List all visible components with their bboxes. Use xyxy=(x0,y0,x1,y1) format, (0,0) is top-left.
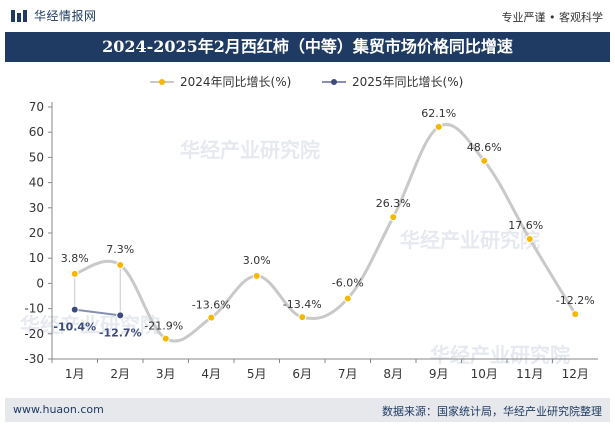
y-tick-label: 10 xyxy=(29,251,44,265)
y-tick-label: 30 xyxy=(29,201,44,215)
footer-website[interactable]: www.huaon.com xyxy=(13,403,104,416)
x-tick-label: 9月 xyxy=(429,367,449,381)
series-2024-point xyxy=(434,122,443,131)
legend-2025-label: 2025年同比增长(%) xyxy=(352,75,463,89)
series-2024-data-label: -21.9% xyxy=(144,320,183,333)
series-2024-data-label: -6.0% xyxy=(332,277,364,290)
legend-2025-marker xyxy=(331,79,337,85)
top-bar: 华经情报网 专业严谨 • 客观科学 xyxy=(0,0,615,32)
series-2024-point xyxy=(70,269,79,278)
series-2024-point xyxy=(207,313,216,322)
series-2024-data-label: 26.3% xyxy=(376,197,411,210)
y-tick-label: 40 xyxy=(29,176,44,190)
x-tick-label: 1月 xyxy=(65,367,85,381)
series-2025-point xyxy=(70,305,79,314)
tagline: 专业严谨 • 客观科学 xyxy=(501,11,603,24)
series-2024-data-label: -12.2% xyxy=(556,294,595,307)
series-2024-data-label: 3.0% xyxy=(243,254,271,267)
series-2025-data-label: -10.4% xyxy=(53,321,96,334)
x-tick-label: 5月 xyxy=(247,367,267,381)
x-tick-label: 6月 xyxy=(292,367,312,381)
series-2024-point xyxy=(571,310,580,319)
y-tick-label: -30 xyxy=(24,352,44,366)
y-tick-label: -10 xyxy=(24,302,44,316)
footer: www.huaon.com 数据来源：国家统计局，华经产业研究院整理 xyxy=(5,398,610,422)
watermark-text: 华经产业研究院 xyxy=(400,228,540,252)
watermark-text: 华经产业研究院 xyxy=(20,313,160,337)
series-2024-data-label: 48.6% xyxy=(467,141,502,154)
series-2024-data-label: 7.3% xyxy=(106,243,134,256)
series-2024-point xyxy=(389,213,398,222)
y-tick-label: 70 xyxy=(29,100,44,114)
line-chart: 华经产业研究院华经产业研究院华经产业研究院华经产业研究院-30-20-10010… xyxy=(20,75,598,381)
brand[interactable]: 华经情报网 xyxy=(10,7,97,24)
x-tick-label: 7月 xyxy=(338,367,358,381)
series-2024-point xyxy=(161,334,170,343)
x-tick-label: 3月 xyxy=(156,367,176,381)
x-tick-label: 11月 xyxy=(516,367,543,381)
y-tick-label: 20 xyxy=(29,226,44,240)
x-tick-label: 12月 xyxy=(562,367,589,381)
x-tick-label: 8月 xyxy=(383,367,403,381)
series-2024-point xyxy=(343,294,352,303)
series-2025-point xyxy=(116,311,125,320)
y-tick-label: 0 xyxy=(36,276,44,290)
y-tick-label: -20 xyxy=(24,327,44,341)
series-2024-point xyxy=(116,261,125,270)
series-2024-data-label: 3.8% xyxy=(61,252,89,265)
y-tick-label: 50 xyxy=(29,150,44,164)
series-2024-point xyxy=(525,235,534,244)
series-2025-data-label: -12.7% xyxy=(99,326,142,339)
x-tick-label: 10月 xyxy=(471,367,498,381)
series-2024-data-label: -13.6% xyxy=(192,299,231,312)
footer-source: 数据来源：国家统计局，华经产业研究院整理 xyxy=(382,405,602,418)
series-2025-line xyxy=(74,308,121,317)
series-2024-data-label: -13.4% xyxy=(283,298,322,311)
watermark-text: 华经产业研究院 xyxy=(430,343,570,367)
legend-2024-marker xyxy=(159,79,165,85)
series-2024-point xyxy=(298,313,307,322)
y-tick-label: 60 xyxy=(29,125,44,139)
series-2024-point xyxy=(252,271,261,280)
x-tick-label: 2月 xyxy=(110,367,130,381)
chart-title: 2024-2025年2月西红柿（中等）集贸市场价格同比增速 xyxy=(5,32,610,62)
series-2024-data-label: 17.6% xyxy=(508,219,543,232)
watermark-text: 华经产业研究院 xyxy=(180,138,320,162)
brand-name: 华经情报网 xyxy=(34,9,97,23)
series-2024-point xyxy=(480,156,489,165)
series-2024-data-label: 62.1% xyxy=(421,107,456,120)
x-tick-label: 4月 xyxy=(201,367,221,381)
brand-logo-icon xyxy=(11,9,27,22)
legend-2024-label: 2024年同比增长(%) xyxy=(180,75,291,89)
